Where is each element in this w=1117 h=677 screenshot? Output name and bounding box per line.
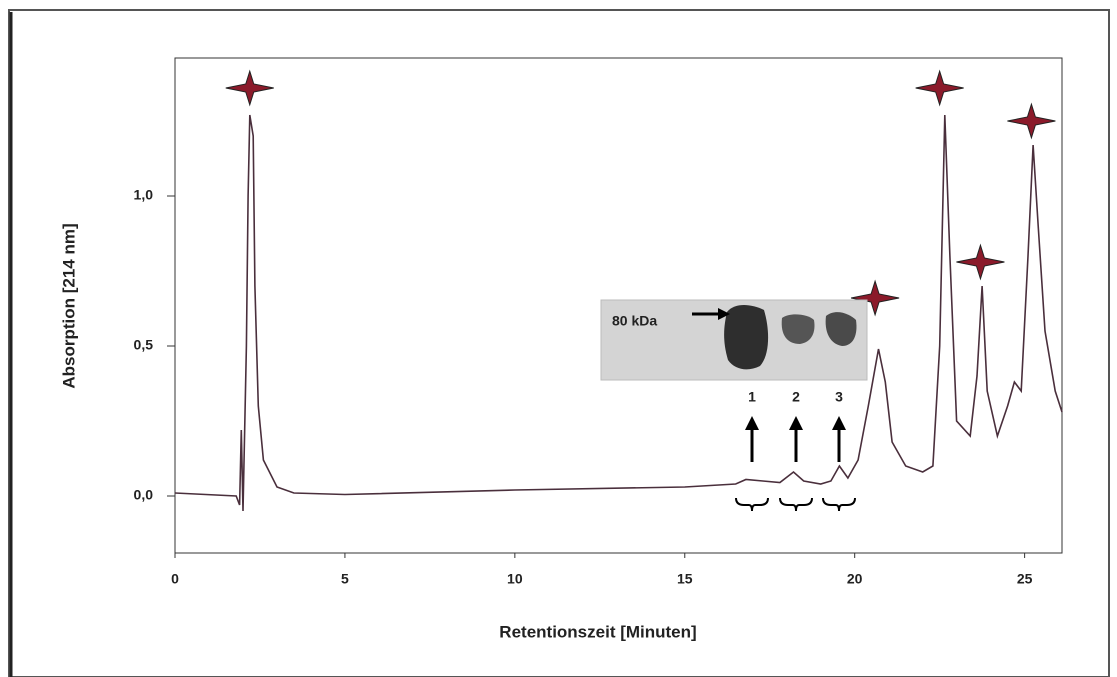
chromatogram-line <box>174 114 1063 512</box>
brace <box>822 497 856 512</box>
y-tick-label: 0,0 <box>134 487 154 503</box>
x-axis-label: Retentionszeit [Minuten] <box>499 622 696 641</box>
gel-band <box>781 314 815 344</box>
lane-arrow-head <box>832 416 846 430</box>
peak-marker <box>225 69 274 107</box>
x-tick-label: 5 <box>341 571 349 587</box>
lane-label: 1 <box>748 389 756 405</box>
gel-band <box>724 305 769 370</box>
x-tick-label: 15 <box>677 571 693 587</box>
peak-marker <box>1007 102 1056 140</box>
brace <box>735 497 769 512</box>
lane-label: 2 <box>792 389 800 405</box>
arrow-head <box>718 308 730 320</box>
peak-marker <box>850 279 900 317</box>
y-axis-label: Absorption [214 nm] <box>59 223 78 388</box>
peak-marker <box>956 243 1005 281</box>
x-tick-label: 0 <box>171 571 179 587</box>
x-tick-label: 20 <box>847 571 863 587</box>
inset-label: 80 kDa <box>612 313 657 329</box>
lane-arrow-head <box>789 416 803 430</box>
x-tick-label: 25 <box>1017 571 1033 587</box>
peak-marker <box>915 69 964 107</box>
y-tick-label: 1,0 <box>134 187 154 203</box>
inset: 80 kDa 1 2 3 <box>600 299 868 512</box>
frame <box>8 9 1110 677</box>
lane-arrow-head <box>745 416 759 430</box>
brace <box>779 497 813 512</box>
x-tick-label: 10 <box>507 571 523 587</box>
gel-band <box>825 312 857 346</box>
y-tick-label: 0,5 <box>134 337 154 353</box>
plot-area <box>174 57 1063 554</box>
lane-label: 3 <box>835 389 843 405</box>
